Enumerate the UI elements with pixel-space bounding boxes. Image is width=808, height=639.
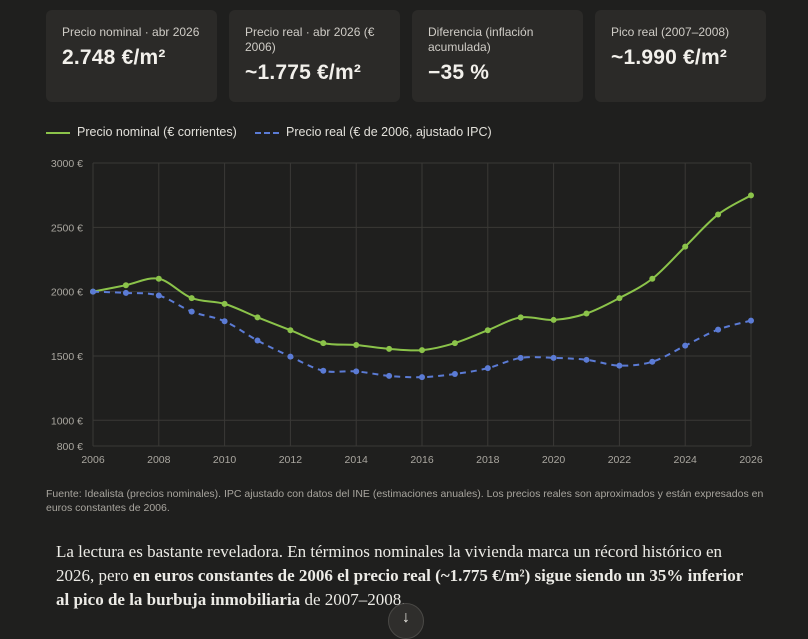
data-point-nominal <box>517 314 524 321</box>
data-point-nominal <box>583 310 590 317</box>
y-tick-label: 1000 € <box>51 415 83 427</box>
kpi-label: Precio nominal · abr 2026 <box>62 25 200 39</box>
data-point-nominal <box>353 342 360 349</box>
x-tick-label: 2012 <box>279 454 303 466</box>
data-point-real <box>386 372 393 379</box>
data-point-real <box>715 326 722 333</box>
legend-swatch-solid <box>46 131 70 134</box>
data-point-real <box>188 308 195 315</box>
kpi-card-nominal: Precio nominal · abr 2026 2.748 €/m² <box>46 10 217 102</box>
data-point-nominal <box>122 282 129 289</box>
prose-text: de 2007–2008. <box>300 590 406 609</box>
data-point-nominal <box>550 316 557 323</box>
kpi-card-peak: Pico real (2007–2008) ~1.990 €/m² <box>595 10 766 102</box>
data-point-real <box>90 288 96 295</box>
data-point-nominal <box>451 340 458 347</box>
x-tick-label: 2014 <box>345 454 369 466</box>
data-point-nominal <box>155 275 162 282</box>
data-point-nominal <box>254 314 261 321</box>
data-point-nominal <box>320 340 327 347</box>
data-point-real <box>221 318 228 325</box>
x-tick-label: 2008 <box>147 454 171 466</box>
data-point-real <box>649 358 656 365</box>
data-point-real <box>155 292 162 299</box>
kpi-value: ~1.775 €/m² <box>245 61 362 84</box>
prose-text: La lectura es bastante reveladora. En té… <box>56 542 723 585</box>
legend-swatch-dashed <box>255 131 279 134</box>
data-point-nominal <box>188 295 195 302</box>
legend-label: Precio nominal (€ corrientes) <box>77 125 237 139</box>
kpi-value: −35 % <box>428 61 490 84</box>
data-point-real <box>287 353 294 360</box>
data-point-nominal <box>715 211 722 218</box>
x-tick-label: 2026 <box>739 454 763 466</box>
data-point-nominal <box>649 275 656 282</box>
data-point-nominal <box>221 300 228 307</box>
data-point-real <box>616 362 623 369</box>
kpi-value: ~1.990 €/m² <box>611 46 728 69</box>
legend-item-nominal[interactable]: Precio nominal (€ corrientes) <box>46 125 237 139</box>
y-tick-label: 2500 € <box>51 222 83 234</box>
x-tick-label: 2010 <box>213 454 237 466</box>
kpi-label: Precio real · abr 2026 (€ 2006) <box>245 25 375 54</box>
data-point-real <box>353 368 360 375</box>
x-tick-label: 2020 <box>542 454 566 466</box>
y-tick-label: 2000 € <box>51 287 83 299</box>
data-point-real <box>682 342 689 349</box>
data-point-nominal <box>616 295 623 302</box>
prose-paragraph: La lectura es bastante reveladora. En té… <box>56 540 756 612</box>
data-point-real <box>419 374 425 381</box>
scroll-down-button[interactable]: ↓ <box>388 603 424 639</box>
data-point-nominal <box>287 327 294 334</box>
data-point-nominal <box>484 327 491 334</box>
data-point-real <box>122 289 129 296</box>
kpi-card-real: Precio real · abr 2026 (€ 2006) ~1.775 €… <box>229 10 400 102</box>
data-point-nominal <box>682 243 689 250</box>
data-point-real <box>550 354 557 361</box>
data-point-real <box>517 354 524 361</box>
data-point-nominal <box>748 192 754 199</box>
prose-bold-text: en euros constantes de 2006 el precio re… <box>56 566 743 609</box>
data-point-nominal <box>386 345 393 352</box>
kpi-card-difference: Diferencia (inflación acumulada) −35 % <box>412 10 583 102</box>
legend-item-real[interactable]: Precio real (€ de 2006, ajustado IPC) <box>255 125 492 139</box>
line-chart: 800 € 1000 € 1500 € 2000 € 2500 € 3000 € 2006 2… <box>51 158 763 466</box>
y-tick-label: 3000 € <box>51 158 83 170</box>
legend-label: Precio real (€ de 2006, ajustado IPC) <box>286 125 492 139</box>
data-point-real <box>583 356 590 363</box>
kpi-label: Diferencia (inflación acumulada) <box>428 25 534 54</box>
x-tick-label: 2024 <box>674 454 698 466</box>
data-point-real <box>748 317 754 324</box>
data-point-real <box>254 337 261 344</box>
source-note: Fuente: Idealista (precios nominales). I… <box>46 488 764 514</box>
kpi-value: 2.748 €/m² <box>62 46 166 69</box>
x-tick-label: 2022 <box>608 454 632 466</box>
y-tick-label: 1500 € <box>51 351 83 363</box>
data-point-nominal <box>419 347 425 354</box>
y-tick-label: 800 € <box>57 441 83 453</box>
data-point-real <box>484 365 491 372</box>
data-point-real <box>451 370 458 377</box>
kpi-label: Pico real (2007–2008) <box>611 25 730 39</box>
data-point-real <box>320 367 327 374</box>
kpi-cards: Precio nominal · abr 2026 2.748 €/m² Pre… <box>46 10 766 102</box>
x-tick-label: 2016 <box>410 454 434 466</box>
x-tick-label: 2018 <box>476 454 500 466</box>
arrow-down-icon: ↓ <box>402 609 410 626</box>
x-tick-label: 2006 <box>81 454 105 466</box>
